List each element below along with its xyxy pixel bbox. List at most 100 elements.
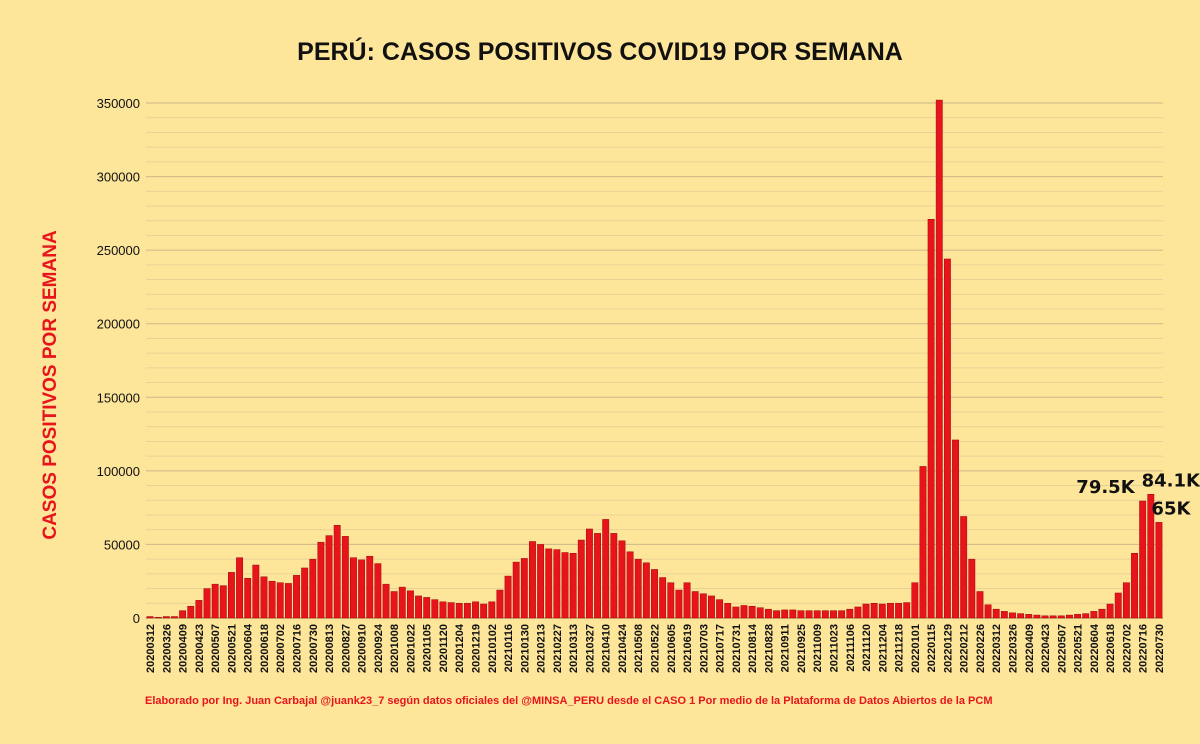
bar [878, 603, 886, 619]
bar [1098, 608, 1106, 619]
bar [1131, 553, 1138, 619]
bar [594, 533, 601, 619]
bar [162, 616, 170, 619]
bar [1122, 582, 1130, 619]
bar [659, 577, 667, 619]
footer-note: Elaborado por Ing. Juan Carbajal @juank2… [145, 695, 992, 707]
x-tick-label: 20200312 [145, 624, 157, 673]
bar-value-label: 79.5K [1076, 477, 1135, 498]
x-tick-label: 20210102 [487, 624, 499, 673]
x-tick-label: 20201008 [389, 624, 401, 673]
bar [398, 586, 406, 619]
x-tick-label: 20200521 [226, 624, 238, 673]
x-tick-label: 20200827 [340, 624, 352, 673]
bar [301, 567, 309, 619]
bar [773, 610, 780, 619]
bar [708, 595, 715, 619]
bar [504, 575, 512, 619]
x-tick-label: 20220115 [926, 624, 938, 672]
y-tick-label: 50000 [104, 537, 140, 552]
bar [618, 540, 626, 619]
bar [870, 603, 878, 619]
x-tick-label: 20211120 [861, 624, 873, 672]
x-tick-label: 20211204 [877, 623, 889, 672]
bar [211, 583, 219, 619]
bar [366, 555, 374, 619]
bar [244, 578, 252, 619]
bar [569, 553, 577, 619]
bar [1041, 615, 1049, 619]
bar [984, 604, 992, 619]
x-tick-label: 20210703 [698, 624, 710, 673]
bar [919, 466, 927, 619]
x-tick-label: 20210327 [584, 624, 596, 673]
x-tick-label: 20210313 [568, 624, 580, 673]
bar [545, 548, 553, 619]
x-tick-label: 20210925 [796, 624, 808, 673]
bar [325, 535, 333, 619]
bar [626, 551, 634, 619]
x-tick-label: 20220521 [1073, 624, 1085, 673]
bar [732, 606, 740, 619]
x-tick-label: 20200910 [357, 624, 369, 673]
bar [333, 525, 341, 619]
bar [154, 617, 162, 619]
x-tick-label: 20210116 [503, 624, 515, 672]
bar [740, 605, 748, 619]
x-tick-label: 20201120 [438, 624, 450, 672]
bar [390, 591, 398, 619]
bar-value-labels: 79.5K 84.1K 65K [1076, 470, 1200, 519]
bar [358, 559, 366, 619]
bar [805, 610, 813, 619]
bar [1049, 615, 1057, 619]
bar [1025, 614, 1033, 619]
bar [1017, 613, 1025, 619]
x-axis-ticks: 20200312 20200326 20200409 20200423 20200507… [145, 623, 1166, 673]
bar [146, 616, 154, 619]
bar [935, 99, 943, 619]
x-tick-label: 20210731 [731, 624, 743, 673]
bar [431, 599, 439, 619]
x-tick-label: 20200409 [178, 624, 190, 673]
bar [447, 602, 455, 619]
bar [341, 536, 349, 619]
bar [537, 544, 545, 619]
bar [968, 558, 976, 619]
bar [781, 609, 789, 619]
bar [219, 585, 227, 619]
bar [520, 558, 528, 619]
bar [683, 582, 691, 619]
bar [480, 603, 488, 619]
bar [846, 608, 854, 619]
x-tick-label: 20211023 [828, 624, 840, 672]
bar [512, 561, 520, 619]
x-tick-label: 20200924 [373, 623, 385, 673]
bar [1139, 500, 1147, 619]
bar [862, 603, 870, 619]
y-tick-label: 300000 [97, 170, 140, 185]
bar [276, 582, 284, 619]
bar [439, 601, 447, 619]
x-tick-label: 20220101 [910, 624, 922, 673]
x-tick-label: 20200604 [243, 623, 255, 673]
y-tick-label: 100000 [97, 464, 140, 479]
bar [1147, 494, 1155, 619]
chart-title: PERÚ: CASOS POSITIVOS COVID19 POR SEMANA [297, 36, 903, 66]
x-tick-label: 20200716 [292, 624, 304, 673]
bar [887, 603, 894, 619]
x-tick-label: 20220604 [1089, 623, 1101, 673]
x-tick-label: 20220312 [991, 624, 1003, 673]
bar [854, 606, 862, 619]
bar [895, 603, 903, 619]
x-tick-label: 20211218 [894, 624, 906, 672]
x-tick-label: 20220730 [1154, 624, 1166, 673]
bar [496, 589, 504, 619]
bar [423, 597, 431, 619]
y-tick-label: 250000 [97, 243, 140, 258]
x-tick-label: 20210814 [747, 623, 759, 673]
bar [716, 599, 724, 619]
x-tick-label: 20210605 [666, 624, 678, 673]
x-tick-label: 20220226 [975, 624, 987, 673]
x-tick-label: 20220212 [959, 624, 971, 673]
x-tick-label: 20201204 [454, 623, 466, 673]
